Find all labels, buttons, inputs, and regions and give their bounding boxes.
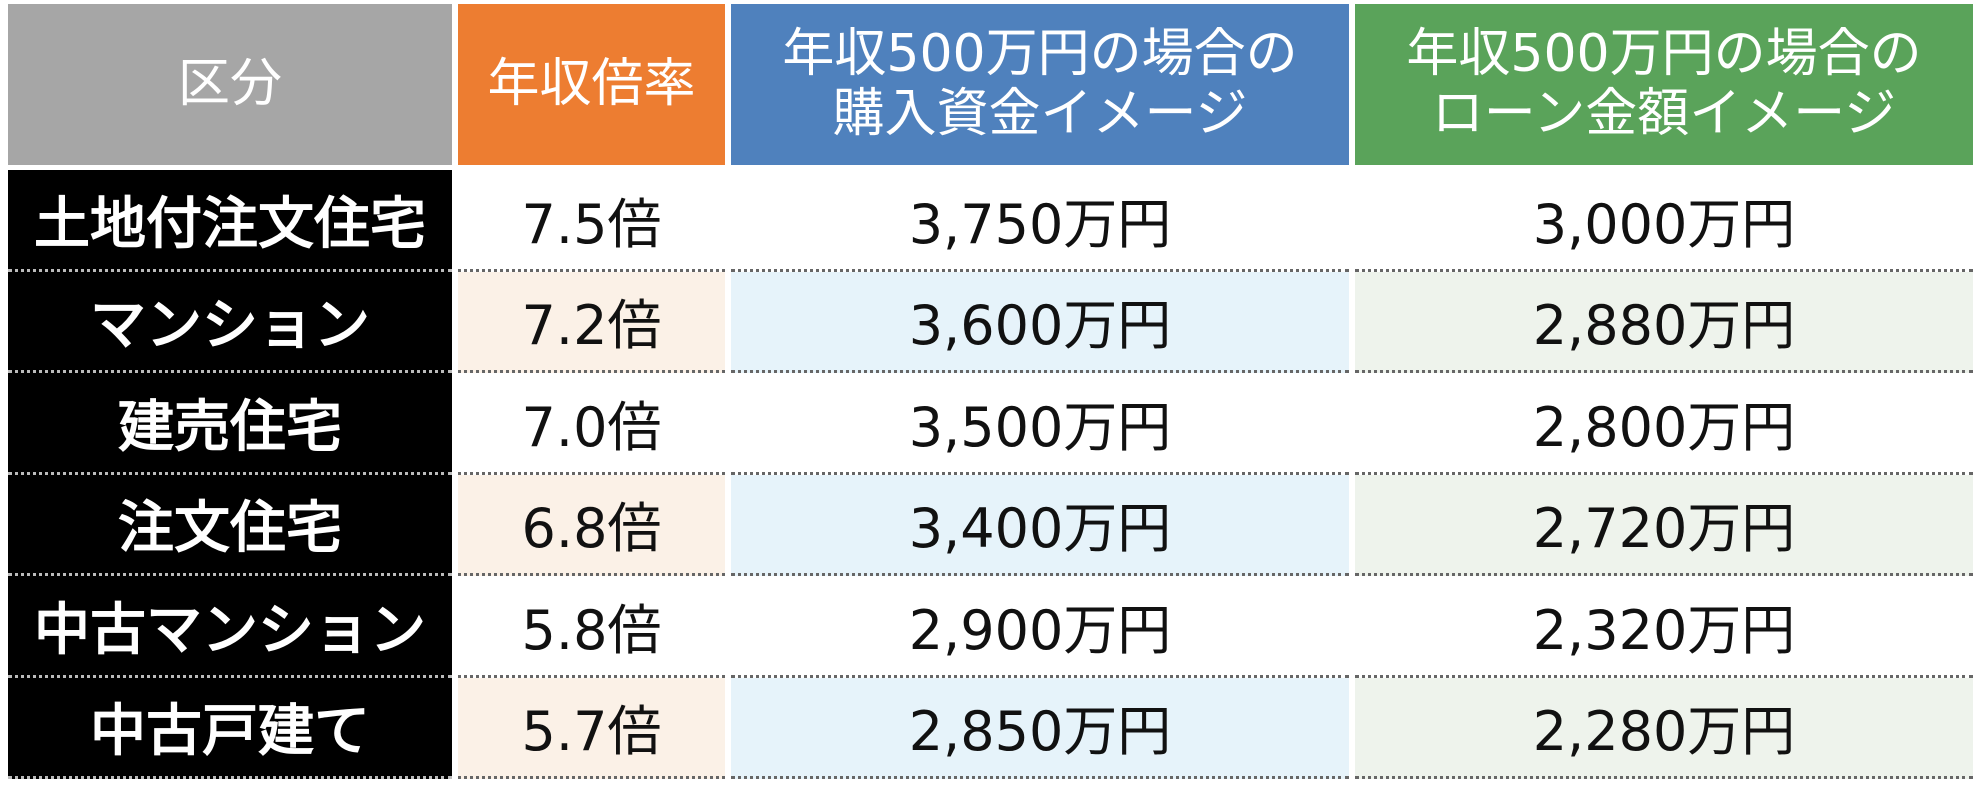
header-cell: 区分 (8, 4, 452, 165)
row-label: 中古戸建て (8, 677, 452, 779)
table-cell: 3,500万円 (731, 373, 1349, 475)
header-cell: 年収500万円の場合の ローン金額イメージ (1355, 4, 1973, 165)
table-cell: 5.7倍 (458, 677, 725, 779)
table-cell: 2,900万円 (731, 576, 1349, 678)
table: 区分 年収倍率 年収500万円の場合の 購入資金イメージ 年収500万円の場合の ロー… (8, 4, 1974, 779)
row-label: 中古マンション (8, 576, 452, 678)
row-label: 土地付注文住宅 (8, 170, 452, 272)
table-cell: 7.0倍 (458, 373, 725, 475)
table-cell: 2,850万円 (731, 677, 1349, 779)
table-cell: 2,280万円 (1355, 677, 1973, 779)
table-cell: 6.8倍 (458, 474, 725, 576)
row-label: 注文住宅 (8, 474, 452, 576)
header-cell: 年収500万円の場合の 購入資金イメージ (731, 4, 1349, 165)
table-cell: 3,750万円 (731, 170, 1349, 272)
row-label: 建売住宅 (8, 373, 452, 475)
table-cell: 3,400万円 (731, 474, 1349, 576)
table-cell: 7.5倍 (458, 170, 725, 272)
table-cell: 7.2倍 (458, 271, 725, 373)
header-cell: 年収倍率 (458, 4, 725, 165)
table-cell: 2,800万円 (1355, 373, 1973, 475)
table-cell: 2,720万円 (1355, 474, 1973, 576)
table-cell: 5.8倍 (458, 576, 725, 678)
table-cell: 2,880万円 (1355, 271, 1973, 373)
row-label: マンション (8, 271, 452, 373)
table-cell: 3,600万円 (731, 271, 1349, 373)
table-cell: 3,000万円 (1355, 170, 1973, 272)
table-cell: 2,320万円 (1355, 576, 1973, 678)
